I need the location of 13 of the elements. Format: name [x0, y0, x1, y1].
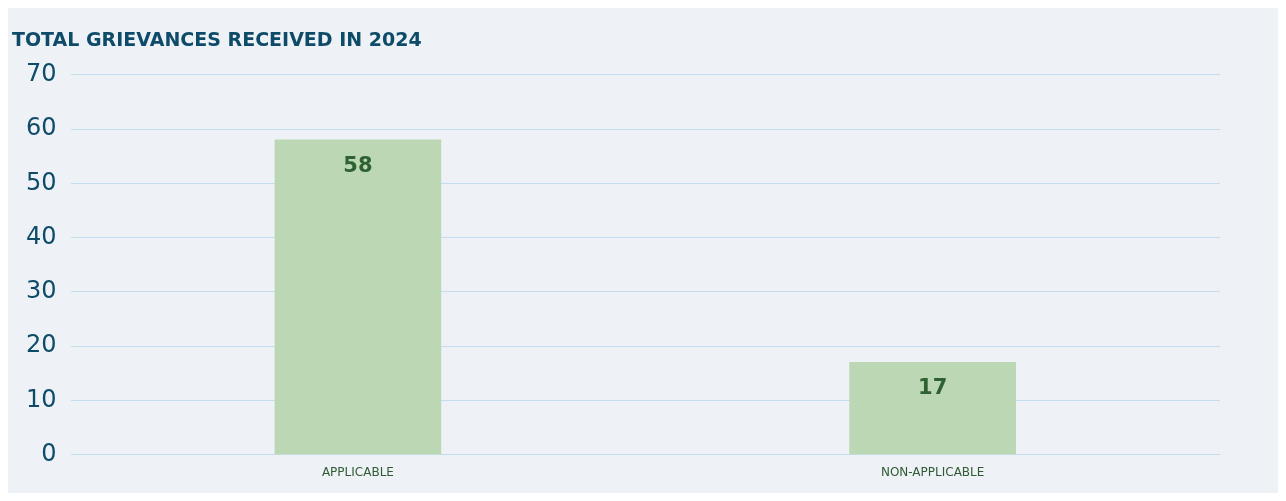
y-tick-label: 20 [25, 330, 57, 359]
y-tick-label: 50 [25, 167, 57, 196]
y-tick-label: 70 [25, 59, 57, 88]
x-tick-label: NON-APPLICABLE [880, 464, 985, 479]
y-tick-label: 0 [41, 438, 57, 467]
y-tick-label: 40 [25, 221, 57, 250]
y-tick-label: 10 [25, 384, 57, 413]
x-tick-label: APPLICABLE [321, 464, 394, 479]
y-tick-label: 60 [25, 113, 57, 142]
y-tick-label: 30 [25, 276, 57, 305]
data-label: 58 [343, 152, 373, 177]
chart-title: TOTAL GRIEVANCES RECEIVED IN 2024 [12, 28, 422, 51]
data-label: 17 [918, 375, 948, 400]
